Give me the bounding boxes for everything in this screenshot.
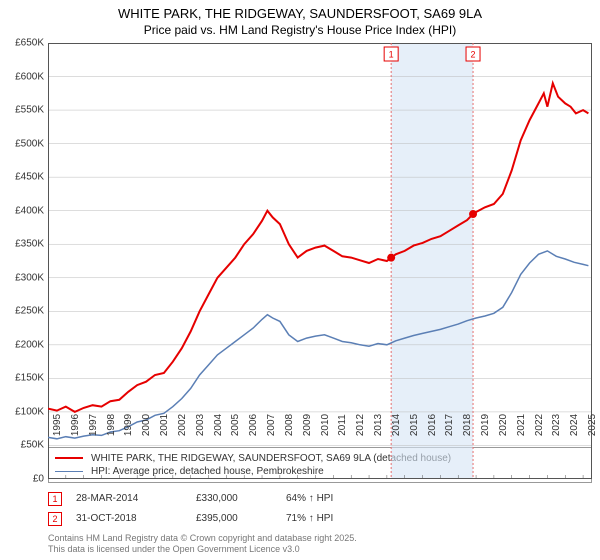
y-axis-label: £600K: [15, 71, 44, 82]
x-axis-label: 2011: [337, 414, 348, 436]
chart-plot-area: £0£50K£100K£150K£200K£250K£300K£350K£400…: [48, 43, 592, 413]
x-axis-label: 2010: [320, 414, 331, 436]
footer-line1: Contains HM Land Registry data © Crown c…: [48, 533, 592, 545]
x-axis-label: 1995: [52, 414, 63, 436]
x-axis-label: 2008: [284, 414, 295, 436]
sale-row-date: 28-MAR-2014: [76, 493, 196, 504]
x-axis-label: 2000: [141, 414, 152, 436]
x-axis-label: 2025: [587, 414, 598, 436]
sale-row-price: £395,000: [196, 513, 286, 524]
sale-marker-num-1: 1: [389, 50, 394, 60]
sale-row-hpi: 71% ↑ HPI: [286, 513, 386, 524]
x-axis-label: 1998: [106, 414, 117, 436]
footer-line2: This data is licensed under the Open Gov…: [48, 544, 592, 556]
x-axis-label: 2014: [391, 414, 402, 436]
sale-marker-num-2: 2: [471, 50, 476, 60]
y-axis-label: £450K: [15, 172, 44, 183]
x-axis-label: 2009: [302, 414, 313, 436]
x-axis-label: 2018: [462, 414, 473, 436]
x-axis-label: 1999: [123, 414, 134, 436]
x-axis-label: 2004: [213, 414, 224, 436]
x-axis-label: 2016: [427, 414, 438, 436]
x-axis-label: 2017: [444, 414, 455, 436]
sales-table: 1 28-MAR-2014£330,00064% ↑ HPI 2 31-OCT-201…: [48, 489, 592, 529]
y-axis-label: £50K: [21, 440, 44, 451]
x-axis-label: 2019: [480, 414, 491, 436]
sale-row-date: 31-OCT-2018: [76, 513, 196, 524]
x-axis-label: 2001: [159, 414, 170, 436]
x-axis-label: 2006: [248, 414, 259, 436]
y-axis-label: £550K: [15, 105, 44, 116]
sale-marker-dot-1: [387, 254, 395, 262]
chart-title-block: WHITE PARK, THE RIDGEWAY, SAUNDERSFOOT, …: [0, 0, 600, 39]
sale-row-marker: 2: [48, 512, 62, 526]
y-axis-label: £150K: [15, 373, 44, 384]
x-axis-label: 1996: [70, 414, 81, 436]
y-axis-label: £300K: [15, 272, 44, 283]
x-axis-labels: 1995 1996 1997 1998 1999 2000 2001 2002 2003 2004…: [48, 413, 592, 443]
y-axis-labels: £0£50K£100K£150K£200K£250K£300K£350K£400…: [0, 43, 46, 413]
sale-row-hpi: 64% ↑ HPI: [286, 493, 386, 504]
chart-title-line2: Price paid vs. HM Land Registry's House …: [8, 23, 592, 37]
y-axis-label: £100K: [15, 406, 44, 417]
x-axis-label: 2002: [177, 414, 188, 436]
y-axis-label: £500K: [15, 138, 44, 149]
y-axis-label: £350K: [15, 239, 44, 250]
x-axis-label: 2007: [266, 414, 277, 436]
x-axis-label: 2015: [409, 414, 420, 436]
x-axis-label: 2005: [230, 414, 241, 436]
sale-row: 1 28-MAR-2014£330,00064% ↑ HPI: [48, 489, 592, 509]
x-axis-label: 2022: [534, 414, 545, 436]
footer-attribution: Contains HM Land Registry data © Crown c…: [48, 533, 592, 556]
sale-marker-dot-2: [469, 210, 477, 218]
sale-row: 2 31-OCT-2018£395,00071% ↑ HPI: [48, 509, 592, 529]
y-axis-label: £250K: [15, 306, 44, 317]
sale-row-price: £330,000: [196, 493, 286, 504]
y-axis-label: £650K: [15, 38, 44, 49]
series-property: [48, 83, 588, 412]
page-container: WHITE PARK, THE RIDGEWAY, SAUNDERSFOOT, …: [0, 0, 600, 560]
y-axis-label: £0: [33, 474, 44, 485]
x-axis-label: 2003: [195, 414, 206, 436]
x-axis-label: 2024: [569, 414, 580, 436]
y-axis-label: £400K: [15, 205, 44, 216]
y-axis-label: £200K: [15, 339, 44, 350]
x-axis-label: 2013: [373, 414, 384, 436]
sale-row-marker: 1: [48, 492, 62, 506]
chart-title-line1: WHITE PARK, THE RIDGEWAY, SAUNDERSFOOT, …: [8, 6, 592, 21]
x-axis-label: 2023: [551, 414, 562, 436]
x-axis-label: 2020: [498, 414, 509, 436]
x-axis-label: 2012: [355, 414, 366, 436]
x-axis-label: 2021: [516, 414, 527, 436]
x-axis-label: 1997: [88, 414, 99, 436]
